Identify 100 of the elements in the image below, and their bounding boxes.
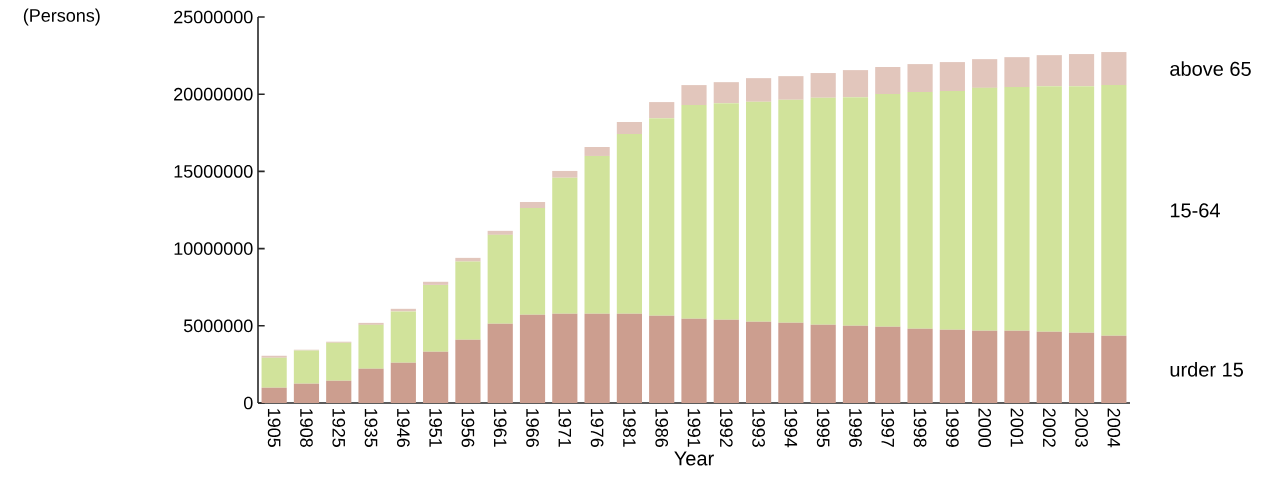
bar: [810, 73, 836, 98]
bar: [875, 67, 901, 95]
bar: [293, 383, 320, 403]
x-tick-label: 2001: [1010, 408, 1024, 447]
x-tick-label: 1956: [461, 409, 475, 447]
x-tick-label: 1992: [719, 409, 733, 447]
y-tick-label: 15000000: [174, 165, 253, 178]
bar: [616, 134, 643, 314]
bar: [390, 362, 416, 403]
y-tick-label: 10000000: [174, 242, 253, 255]
x-tick-label: 1935: [364, 409, 378, 447]
x-tick-label: 1991: [687, 409, 701, 447]
bar: [649, 315, 675, 403]
x-tick-label: 1966: [526, 409, 539, 447]
y-tick-label: 5000000: [183, 319, 253, 333]
bar: [907, 328, 933, 403]
bar: [842, 70, 869, 98]
text: urder 15: [1170, 362, 1244, 377]
bar: [746, 78, 772, 102]
text: above 65: [1170, 61, 1251, 76]
y-tick-label: 25000000: [174, 10, 253, 24]
bar: [681, 105, 707, 319]
bar: [1068, 54, 1095, 87]
x-tick-label: 1946: [396, 409, 410, 447]
bar: [519, 207, 546, 315]
text: 15-64: [1170, 203, 1220, 218]
x-tick-label: 1996: [849, 409, 862, 447]
bar: [746, 321, 772, 403]
bar: [584, 155, 610, 314]
y-tick-label: 0: [243, 396, 253, 410]
bar: [778, 76, 804, 100]
bar: [713, 319, 739, 403]
bar: [972, 59, 998, 88]
bar: [552, 177, 578, 314]
x-tick-label: 1997: [881, 409, 895, 447]
x-tick-label: 1994: [784, 409, 798, 448]
x-tick-label: 2003: [1075, 408, 1088, 447]
x-tick-label: 1925: [332, 409, 346, 447]
bar: [487, 230, 513, 235]
bar: [358, 324, 384, 369]
bar: [390, 311, 416, 363]
bar: [649, 102, 675, 119]
bar: [423, 284, 449, 352]
bar: [1068, 86, 1095, 333]
bar: [842, 325, 869, 403]
x-tick-label: 1986: [655, 409, 669, 447]
bar: [1101, 335, 1127, 403]
bar: [842, 97, 869, 326]
bar: [1036, 331, 1062, 403]
x-tick-label: 1951: [429, 409, 442, 447]
bar: [455, 339, 481, 403]
bar: [616, 313, 643, 403]
bar: [810, 97, 836, 325]
bar: [939, 329, 965, 403]
bar: [972, 330, 998, 403]
bar: [519, 201, 546, 208]
bar: [778, 99, 804, 323]
bar: [487, 234, 513, 324]
bar: [939, 91, 965, 330]
bar: [519, 314, 546, 403]
bar: [358, 322, 384, 325]
x-tick-label: 1961: [493, 409, 507, 447]
x-tick-label: 1981: [623, 409, 636, 447]
bar: [261, 357, 287, 388]
bar: [261, 355, 287, 358]
bar: [681, 85, 707, 106]
x-tick-label: 1998: [913, 409, 927, 447]
bar: [778, 322, 804, 403]
bar: [713, 103, 739, 320]
bar: [1036, 86, 1062, 332]
bar: [875, 94, 901, 327]
bar: [681, 318, 707, 403]
bar: [552, 313, 578, 403]
bar: [746, 101, 772, 322]
bar: [487, 323, 513, 403]
x-axis-title: Year: [674, 451, 714, 466]
bar: [584, 313, 610, 403]
bar: [1036, 55, 1062, 87]
bar: [907, 92, 933, 329]
bar: [423, 351, 449, 403]
x-tick-label: 1971: [558, 409, 572, 447]
bar: [939, 62, 965, 92]
bar: [1101, 52, 1127, 86]
x-tick-label: 2004: [1107, 408, 1121, 448]
x-tick-label: 1995: [816, 409, 830, 447]
bar: [1101, 85, 1127, 336]
x-tick-label: 1993: [752, 409, 765, 447]
y-axis-title: (Persons): [23, 8, 100, 26]
bar: [455, 257, 481, 262]
bar: [1068, 332, 1095, 403]
bar: [713, 82, 739, 104]
bar: [1004, 57, 1030, 88]
x-tick-label: 2002: [1042, 408, 1056, 447]
bar: [326, 342, 352, 381]
bar: [1004, 330, 1030, 403]
x-tick-label: 1908: [300, 409, 313, 447]
bar: [907, 64, 933, 93]
x-tick-label: 2000: [978, 408, 992, 448]
bar: [455, 261, 481, 340]
x-tick-label: 1999: [946, 409, 959, 447]
